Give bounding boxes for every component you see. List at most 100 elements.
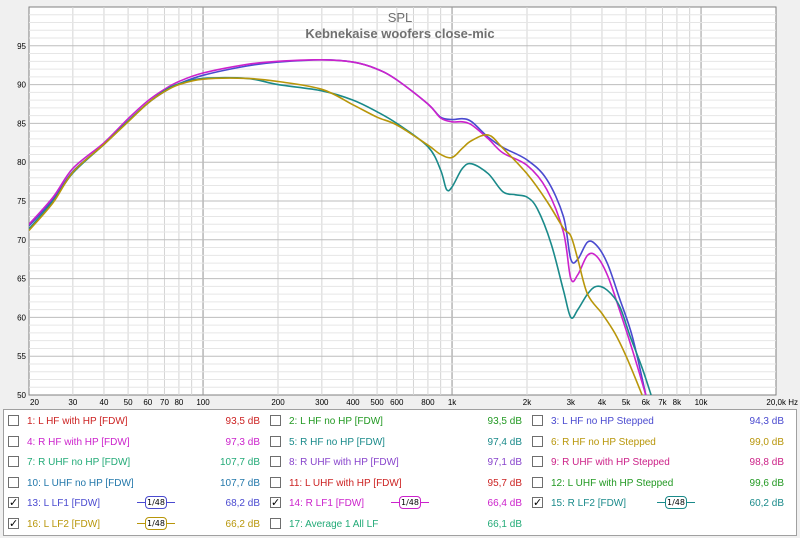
legend-item[interactable]: 11: L UHF with HP [FDW] 95,7 dB [266,473,528,493]
legend-item-value: 94,3 dB [749,416,784,427]
legend-panel: 1: L HF with HP [FDW] 93,5 dB 2: L HF no H… [3,409,797,536]
legend-checkbox[interactable] [270,517,281,529]
series-line-s14[interactable] [29,58,647,395]
smoothing-badge[interactable]: 1/48 [391,496,429,509]
legend-item[interactable]: ✓ 13: L LF1 [FDW] 1/48 68,2 dB [4,493,266,513]
legend-checkbox[interactable] [8,456,19,467]
x-tick-label: 200 [271,398,285,407]
x-tick-label: 20,0k Hz [766,398,798,407]
legend-item-label: 3: L HF no HP Stepped [551,416,654,427]
legend-item-value: 93,5 dB [225,416,260,427]
y-tick-label: 95 [17,42,26,51]
legend-checkbox[interactable]: ✓ [270,496,281,509]
legend-item[interactable]: 3: L HF no HP Stepped 94,3 dB [528,411,790,431]
legend-checkbox[interactable] [532,476,543,488]
x-tick-label: 10k [695,398,709,407]
x-tick-label: 400 [346,398,360,407]
x-tick-label: 100 [196,398,210,407]
chart-subtitle: Kebnekaise woofers close-mic [305,26,494,41]
legend-row: ✓ 16: L LF2 [FDW] 1/48 66,2 dB 17: Average 1… [4,514,796,534]
x-tick-label: 5k [622,398,631,407]
legend-checkbox[interactable] [8,435,19,447]
legend-item-label: 1: L HF with HP [FDW] [27,416,128,427]
legend-item-label: 16: L LF2 [FDW] [27,518,100,530]
legend-checkbox[interactable] [270,435,281,447]
legend-item-value: 60,2 dB [749,498,784,509]
x-tick-label: 6k [642,398,651,407]
legend-item-value: 98,8 dB [749,457,784,468]
legend-item[interactable]: 12: L UHF with HP Stepped 99,6 dB [528,473,790,493]
legend-checkbox[interactable] [8,476,19,488]
x-tick-label: 800 [421,398,435,407]
legend-checkbox[interactable] [270,415,281,426]
legend-item-value: 66,4 dB [487,498,522,509]
y-tick-label: 60 [17,313,26,322]
y-tick-label: 90 [17,81,26,90]
legend-checkbox[interactable] [270,456,281,467]
legend-row: 1: L HF with HP [FDW] 93,5 dB 2: L HF no H… [4,411,796,431]
legend-item[interactable]: 17: Average 1 All LF 66,1 dB [266,514,528,534]
legend-item-value: 68,2 dB [225,498,260,509]
series-layer [29,58,652,395]
legend-item-label: 10: L UHF no HP [FDW] [27,477,134,489]
legend-checkbox[interactable] [270,476,281,488]
legend-item[interactable]: 8: R UHF with HP [FDW] 97,1 dB [266,452,528,472]
legend-item-label: 6: R HF no HP Stepped [551,436,656,448]
legend-item-value: 93,5 dB [487,416,522,427]
x-tick-label: 600 [390,398,404,407]
legend-row: 7: R UHF no HP [FDW] 107,7 dB 8: R UHF wit… [4,452,796,472]
legend-item-label: 2: L HF no HP [FDW] [289,416,383,427]
legend-item-label: 14: R LF1 [FDW] [289,498,365,509]
legend-checkbox[interactable]: ✓ [8,496,19,509]
y-tick-label: 75 [17,197,26,206]
x-tick-label: 2k [523,398,532,407]
y-tick-label: 65 [17,275,26,284]
x-tick-label: 40 [100,398,109,407]
legend-checkbox[interactable] [532,435,543,447]
legend-item-value: 97,4 dB [487,436,522,448]
legend-item[interactable]: ✓ 14: R LF1 [FDW] 1/48 66,4 dB [266,493,528,513]
series-line-s16[interactable] [29,77,643,395]
legend-row: ✓ 13: L LF1 [FDW] 1/48 68,2 dB ✓ 14: R LF1 [F… [4,493,796,513]
legend-checkbox[interactable]: ✓ [8,516,19,530]
legend-item-value: 107,7 dB [219,457,260,468]
smoothing-badge[interactable]: 1/48 [657,496,695,509]
spl-chart[interactable]: 95 90 85 80 75 70 65 60 55 50 20 30 40 50 60 70 80 100 20… [0,0,800,408]
legend-item[interactable]: 4: R HF with HP [FDW] 97,3 dB [4,432,266,452]
x-tick-label: 80 [174,398,183,407]
legend-item[interactable]: ✓ 15: R LF2 [FDW] 1/48 60,2 dB [528,493,790,513]
legend-item-label: 13: L LF1 [FDW] [27,498,100,509]
legend-checkbox[interactable] [532,415,543,426]
x-tick-label: 7k [658,398,667,407]
legend-checkbox[interactable] [8,415,19,426]
legend-item[interactable]: 5: R HF no HP [FDW] 97,4 dB [266,432,528,452]
legend-item-label: 8: R UHF with HP [FDW] [289,457,399,468]
x-tick-label: 1k [448,398,457,407]
legend-checkbox[interactable]: ✓ [532,496,543,509]
y-tick-label: 50 [17,391,26,400]
legend-item-value: 97,3 dB [225,436,260,448]
legend-item[interactable]: 2: L HF no HP [FDW] 93,5 dB [266,411,528,431]
legend-item-label: 7: R UHF no HP [FDW] [27,457,131,468]
legend-item[interactable]: 1: L HF with HP [FDW] 93,5 dB [4,411,266,431]
legend-item-value: 107,7 dB [219,477,260,489]
y-tick-label: 55 [17,352,26,361]
legend-item-value: 97,1 dB [487,457,522,468]
legend-item-value: 95,7 dB [487,477,522,489]
legend-item[interactable]: 6: R HF no HP Stepped 99,0 dB [528,432,790,452]
legend-item[interactable]: 7: R UHF no HP [FDW] 107,7 dB [4,452,266,472]
x-tick-label: 300 [315,398,329,407]
x-tick-labels: 20 30 40 50 60 70 80 100 200 300 400 500 600 800 1k 2k 3… [30,398,798,407]
smoothing-badge[interactable]: 1/48 [137,496,175,509]
x-tick-label: 50 [124,398,133,407]
legend-item[interactable]: 9: R UHF with HP Stepped 98,8 dB [528,452,790,472]
legend-checkbox[interactable] [532,456,543,467]
smoothing-badge[interactable]: 1/48 [137,516,175,530]
legend-item-value: 99,6 dB [749,477,784,489]
x-tick-label: 3k [567,398,576,407]
x-tick-label: 8k [673,398,682,407]
legend-item[interactable]: ✓ 16: L LF2 [FDW] 1/48 66,2 dB [4,514,266,534]
legend-item[interactable]: 10: L UHF no HP [FDW] 107,7 dB [4,473,266,493]
grid [29,7,776,395]
